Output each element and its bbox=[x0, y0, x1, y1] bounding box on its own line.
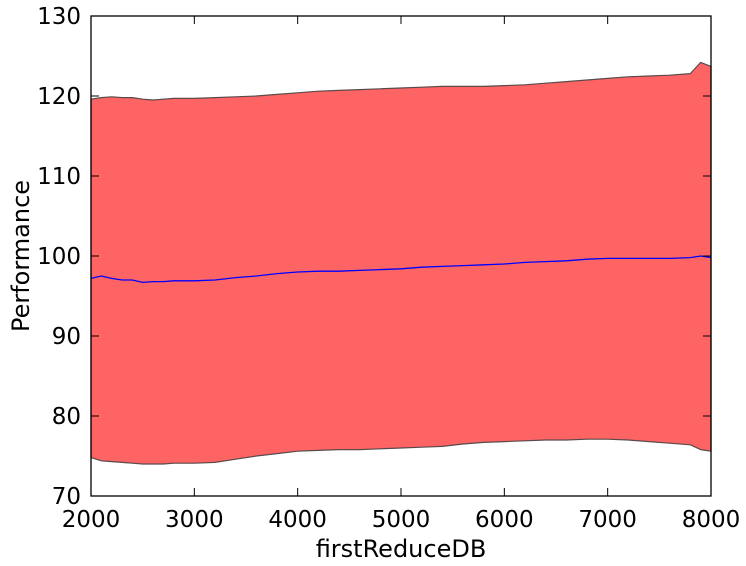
x-tick-label: 8000 bbox=[682, 507, 741, 533]
band-layer bbox=[90, 61, 712, 465]
confidence-band bbox=[90, 61, 712, 465]
x-tick-label: 4000 bbox=[268, 507, 327, 533]
y-tick-label: 100 bbox=[37, 244, 81, 270]
tick-layer bbox=[90, 15, 712, 497]
tick-label-layer: 2000 3000 4000 5000 6000 7000 8000 70 80 90 100 110… bbox=[37, 4, 740, 533]
y-tick-label: 80 bbox=[52, 404, 81, 430]
mean-line bbox=[90, 255, 712, 284]
y-tick-label: 120 bbox=[37, 84, 81, 110]
y-tick-label: 90 bbox=[52, 324, 81, 350]
y-tick-label: 70 bbox=[52, 484, 81, 510]
line-layer bbox=[90, 255, 712, 284]
x-tick-label: 7000 bbox=[578, 507, 637, 533]
y-tick-label: 110 bbox=[37, 164, 81, 190]
x-tick-label: 3000 bbox=[165, 507, 224, 533]
x-tick-label: 5000 bbox=[372, 507, 431, 533]
x-axis-title: firstReduceDB bbox=[316, 535, 487, 563]
x-tick-label: 2000 bbox=[62, 507, 121, 533]
x-tick-label: 6000 bbox=[475, 507, 534, 533]
y-tick-label: 130 bbox=[37, 4, 81, 30]
y-axis-title: Performance bbox=[7, 180, 35, 332]
